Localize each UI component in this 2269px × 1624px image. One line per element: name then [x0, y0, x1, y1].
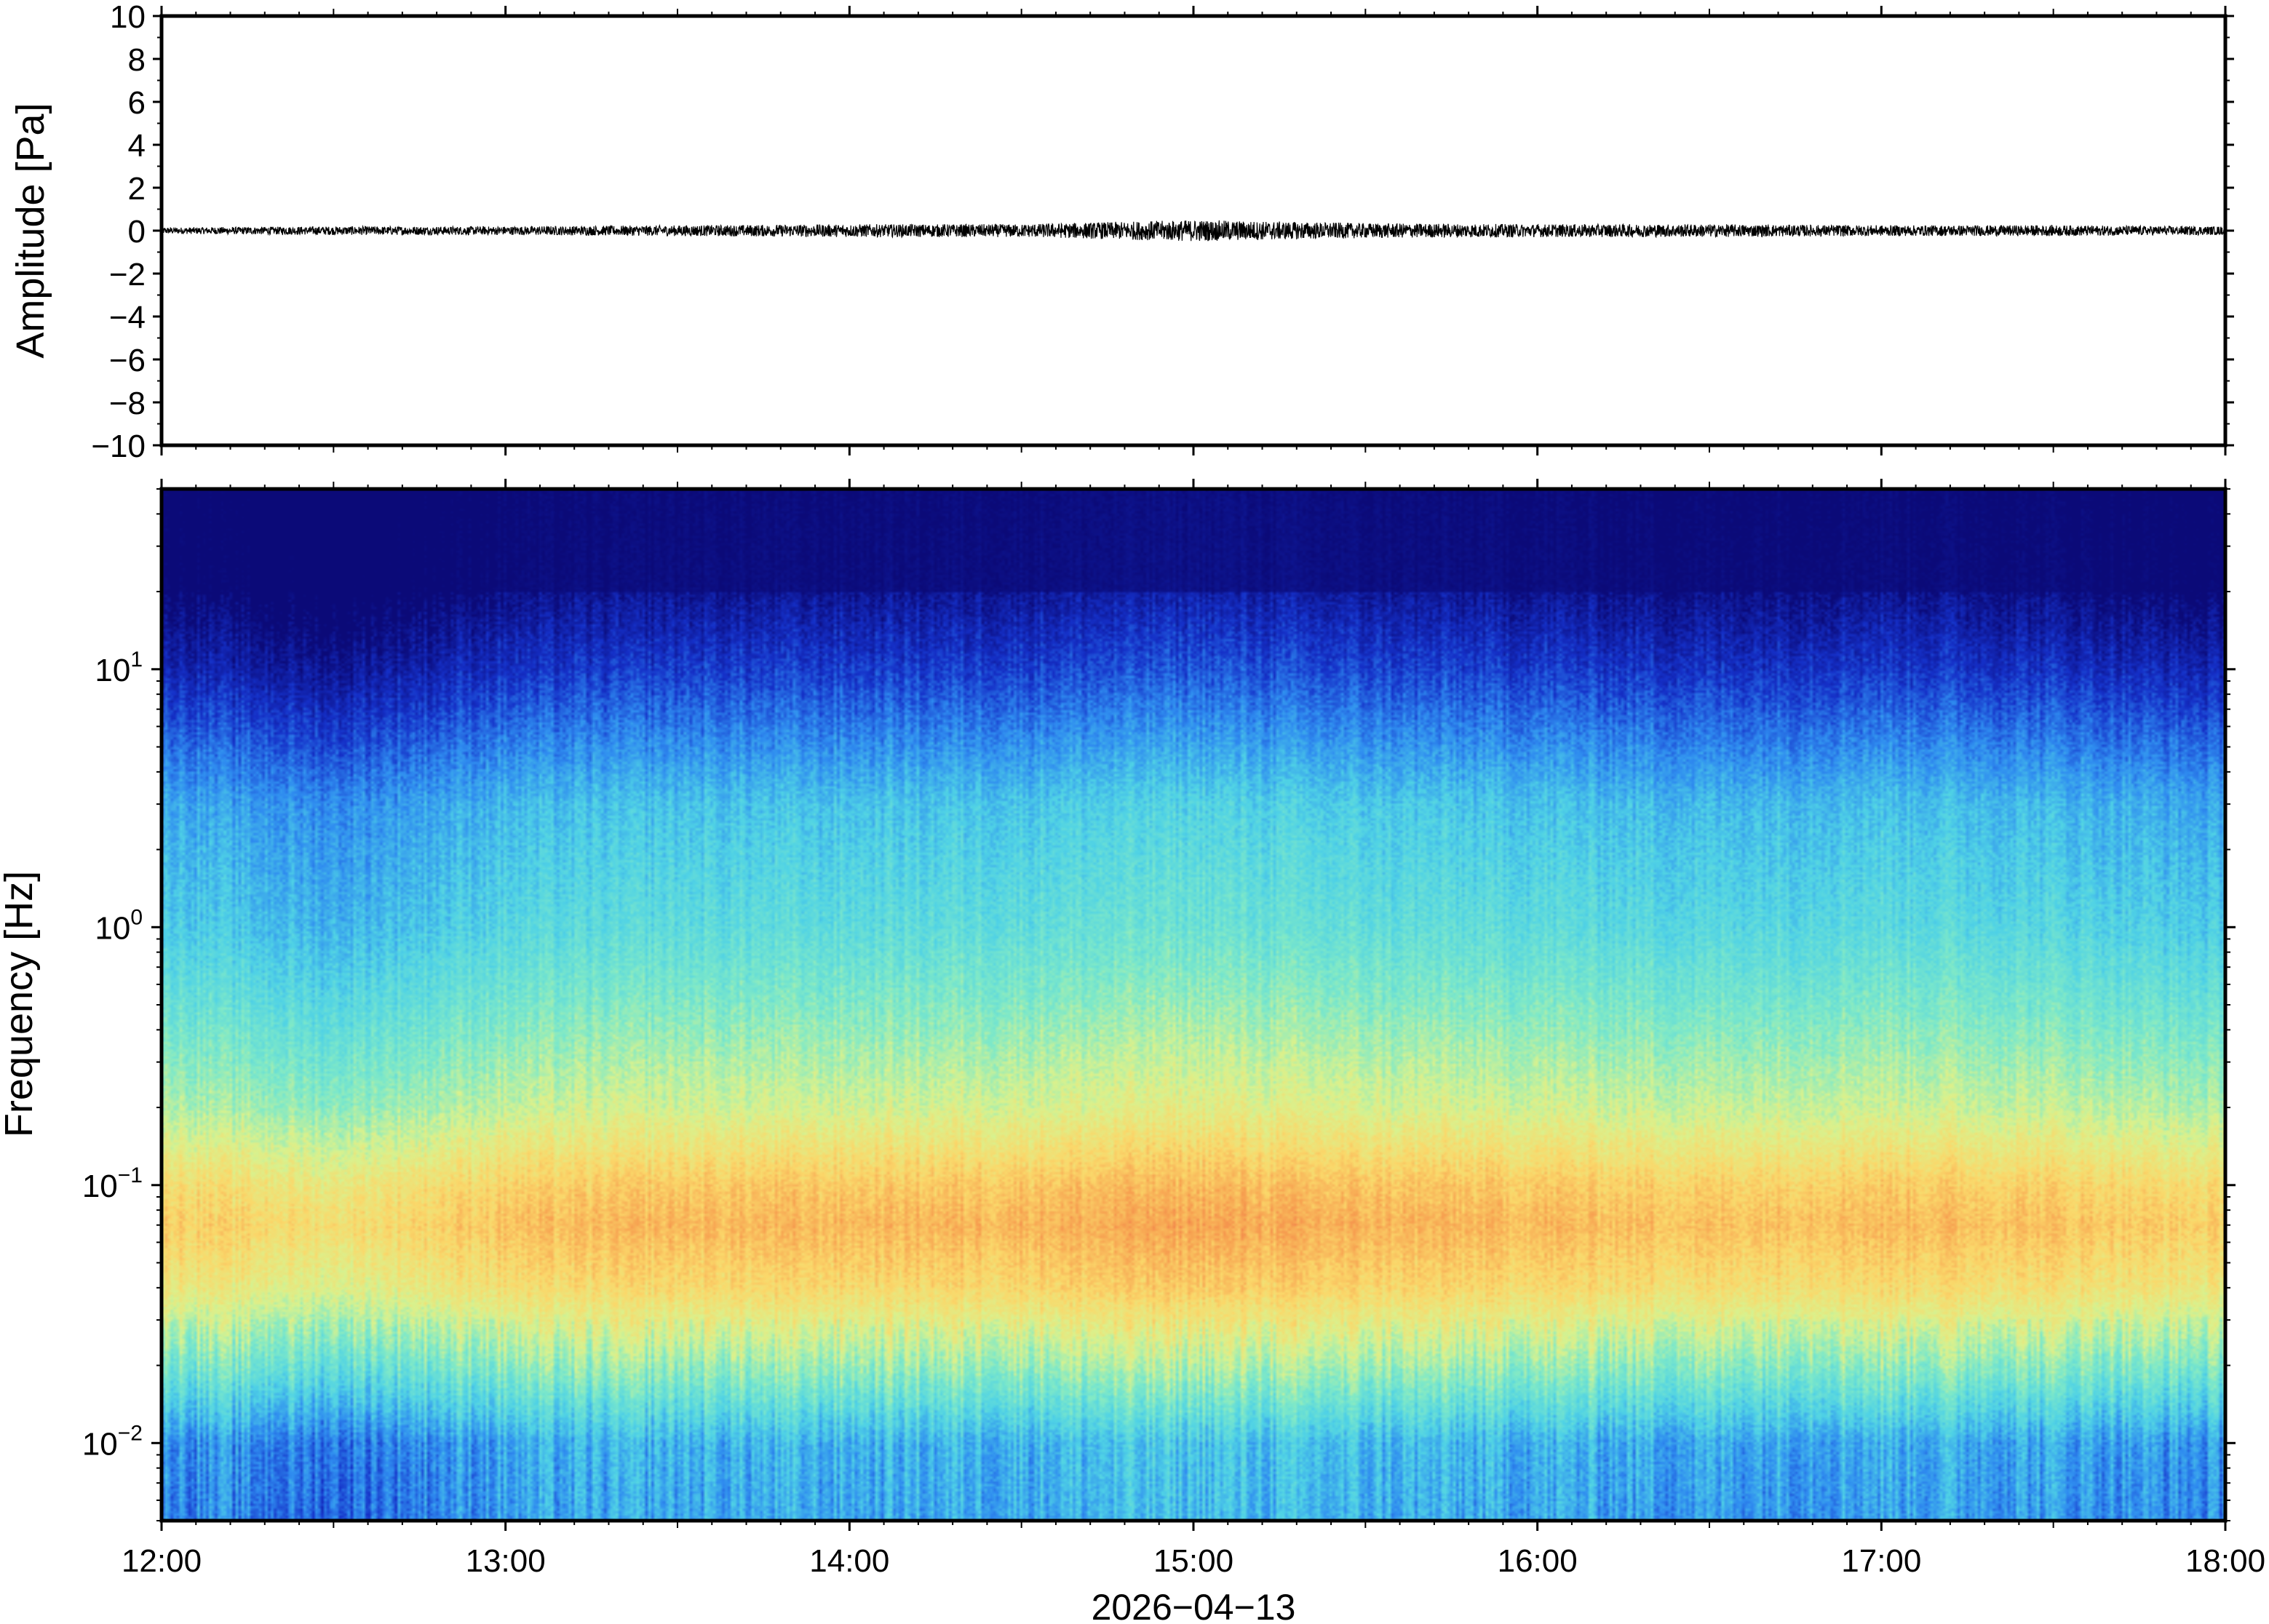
- spectrogram-frame: [159, 487, 2228, 1523]
- x-tick-label: 13:00: [466, 1543, 546, 1579]
- spectrogram-heatmap: [162, 489, 2225, 1521]
- x-tick-label: 18:00: [2185, 1543, 2265, 1579]
- waveform-trace: [161, 220, 2226, 242]
- waveform-y-ticks: −10 −8 −6 −4 −2 0 2 4 6 8 10: [91, 0, 2234, 464]
- x-tick-label: 14:00: [809, 1543, 889, 1579]
- spectrogram-y-ticks: 10−2 10−1 100 101: [82, 488, 2236, 1521]
- frequency-tick-label: 10−2: [82, 1421, 143, 1462]
- waveform-y-tick-label: −4: [109, 300, 146, 335]
- spectrogram-y-axis-label: Frequency [Hz]: [0, 871, 41, 1137]
- waveform-y-tick-label: −8: [109, 386, 146, 421]
- x-tick-label: 17:00: [1841, 1543, 1921, 1579]
- waveform-y-tick-label: −10: [91, 429, 146, 464]
- waveform-y-tick-label: 4: [128, 128, 146, 164]
- waveform-y-tick-label: 8: [128, 42, 146, 78]
- waveform-y-tick-label: −2: [109, 257, 146, 292]
- x-tick-label: 15:00: [1153, 1543, 1233, 1579]
- waveform-y-axis-label: Amplitude [Pa]: [9, 103, 52, 358]
- waveform-y-tick-label: 2: [128, 171, 146, 207]
- waveform-y-tick-label: 0: [128, 214, 146, 250]
- frequency-tick-label: 10−1: [82, 1163, 143, 1204]
- waveform-panel: −10 −8 −6 −4 −2 0 2 4 6 8 10 Amplitude [Pa]: [9, 0, 2234, 464]
- x-tick-label: 12:00: [122, 1543, 202, 1579]
- x-tick-label: 16:00: [1498, 1543, 1578, 1579]
- waveform-y-tick-label: 10: [110, 0, 146, 35]
- waveform-y-tick-label: −6: [109, 343, 146, 378]
- waveform-frame: [159, 14, 2228, 447]
- frequency-tick-label: 101: [95, 648, 143, 688]
- date-x-axis-label: 2026−04−13: [1092, 1587, 1296, 1624]
- waveform-y-tick-label: 6: [128, 85, 146, 121]
- frequency-tick-label: 100: [95, 905, 143, 946]
- spectrogram-panel: 10−2 10−1 100 101 12:00 13:00 14:00 15:00 16:00…: [0, 479, 2265, 1624]
